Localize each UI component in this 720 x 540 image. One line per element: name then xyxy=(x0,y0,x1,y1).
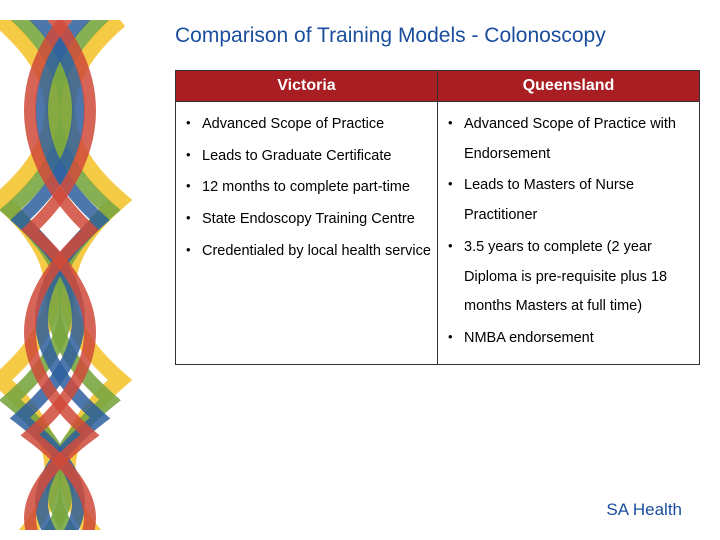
column-header-queensland: Queensland xyxy=(438,71,700,102)
list-item: Advanced Scope of Practice xyxy=(184,110,431,140)
list-item: State Endoscopy Training Centre xyxy=(184,205,431,235)
slide-title: Comparison of Training Models - Colonosc… xyxy=(175,24,700,48)
column-header-victoria: Victoria xyxy=(176,71,438,102)
list-item: Advanced Scope of Practice with Endorsem… xyxy=(446,110,693,169)
list-item: Leads to Masters of Nurse Practitioner xyxy=(446,171,693,230)
victoria-cell: Advanced Scope of Practice Leads to Grad… xyxy=(176,102,438,365)
footer-brand: SA Health xyxy=(606,500,682,520)
list-item: 12 months to complete part-time xyxy=(184,173,431,203)
comparison-table: Victoria Queensland Advanced Scope of Pr… xyxy=(175,70,700,365)
list-item: Credentialed by local health service xyxy=(184,237,431,267)
queensland-cell: Advanced Scope of Practice with Endorsem… xyxy=(438,102,700,365)
dna-helix-graphic xyxy=(0,20,160,530)
list-item: Leads to Graduate Certificate xyxy=(184,142,431,172)
slide-content: Comparison of Training Models - Colonosc… xyxy=(175,24,700,365)
list-item: NMBA endorsement xyxy=(446,324,693,354)
list-item: 3.5 years to complete (2 year Diploma is… xyxy=(446,233,693,322)
